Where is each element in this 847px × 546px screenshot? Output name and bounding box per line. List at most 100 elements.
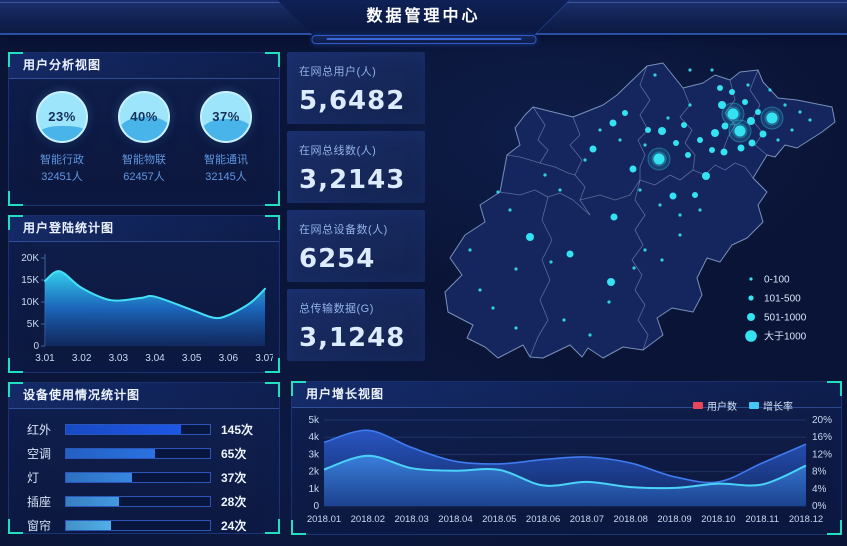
map-legend-label: 0-100 xyxy=(764,275,790,286)
map-legend-label: 501-1000 xyxy=(764,313,807,324)
device-bar-row: 窗帘 24次 xyxy=(27,518,263,533)
legend-item-增长率[interactable]: 增长率 xyxy=(749,398,793,413)
legend-swatch xyxy=(749,402,759,409)
map-dot-small xyxy=(618,138,622,142)
login-x-tick: 3.02 xyxy=(72,353,92,364)
gauge-count: 32451人 xyxy=(41,170,83,183)
corner-bracket xyxy=(291,520,306,535)
corner-bracket xyxy=(8,215,23,230)
corner-bracket xyxy=(8,519,23,534)
panel-title-user-analysis: 用户分析视图 xyxy=(9,53,279,79)
growth-area xyxy=(324,455,806,506)
region-bubble-map: 0-100 101-500 501-1000 大于1000 xyxy=(444,62,836,359)
map-legend-dot xyxy=(748,295,754,301)
gauge-percent-label: 37% xyxy=(212,109,240,125)
growth-right-tick: 4% xyxy=(812,484,827,495)
map-legend: 0-100 101-500 501-1000 大于1000 xyxy=(745,275,807,343)
gauge-row: 23% 智能行政 32451人 40% 智能物联 62457人 37% 智能通讯 32145人 xyxy=(9,79,279,185)
map-dot-small xyxy=(688,103,692,107)
liquid-wave xyxy=(120,117,168,141)
growth-x-tick: 2018.01 xyxy=(307,514,341,525)
legend-label: 增长率 xyxy=(763,402,793,413)
growth-right-tick: 20% xyxy=(812,415,832,426)
map-dot-medium xyxy=(717,85,723,91)
growth-left-tick: 3k xyxy=(308,449,320,460)
map-dot-small xyxy=(643,248,647,252)
map-dot-small xyxy=(638,188,642,192)
map-dot-medium xyxy=(669,192,677,200)
growth-left-tick: 4k xyxy=(308,432,320,443)
stat-label: 在网总设备数(人) xyxy=(299,224,388,236)
device-bar-list: 红外 145次 空调 65次灯 37次 插座 28次 窗帘 24次 xyxy=(9,409,279,533)
map-legend-label: 大于1000 xyxy=(764,330,807,343)
growth-left-tick: 0 xyxy=(313,501,319,512)
stat-label: 在网总线数(人) xyxy=(299,145,377,157)
gauge-name: 智能行政 xyxy=(40,154,84,166)
growth-x-tick: 2018.09 xyxy=(657,514,691,525)
login-x-tick: 3.04 xyxy=(145,353,165,364)
map-legend-dot xyxy=(745,330,757,342)
stat-card: 在网总设备数(人) 6254 xyxy=(287,210,425,282)
map-dot-medium xyxy=(609,119,617,127)
map-dot-large xyxy=(727,108,739,120)
device-usage-count: 65次 xyxy=(221,447,247,461)
map-dot-medium xyxy=(747,117,755,125)
map-dot-medium xyxy=(702,172,710,180)
map-dot-small xyxy=(598,128,602,132)
login-line xyxy=(44,270,266,320)
corner-bracket xyxy=(265,382,280,397)
device-bar-row: 灯 37次 xyxy=(27,470,263,485)
device-bar-row: 空调 65次 xyxy=(27,446,263,461)
panel-user-growth: 用户增长视图 用户数 增长率 0 1k 2k 3k 4k 5k 0% 4% 8% 12% 16% 20%… xyxy=(291,381,842,535)
corner-bracket xyxy=(8,191,23,206)
map-dot-medium xyxy=(607,278,615,286)
corner-bracket xyxy=(827,520,842,535)
stat-value: 5,6482 xyxy=(299,86,406,116)
growth-combo-chart: 0 1k 2k 3k 4k 5k 0% 4% 8% 12% 16% 20% 2018.01 2018.02… xyxy=(307,415,832,525)
legend-item-用户数[interactable]: 用户数 xyxy=(693,398,737,413)
map-dot-small xyxy=(543,173,547,177)
map-dot-medium xyxy=(759,130,767,138)
gauge-percent-label: 40% xyxy=(130,109,158,125)
stat-card: 总传输数据(G) 3,1248 xyxy=(287,289,425,361)
map-dot-small xyxy=(678,233,682,237)
map-dot-medium xyxy=(673,140,679,146)
gauge-percent-label: 23% xyxy=(48,109,76,125)
growth-x-tick: 2018.02 xyxy=(351,514,385,525)
login-area xyxy=(45,271,265,346)
map-dot-medium xyxy=(720,148,728,156)
legend-label: 用户数 xyxy=(707,402,737,413)
map-dot-small xyxy=(808,118,812,122)
map-dot-small xyxy=(790,128,794,132)
header-ornament xyxy=(311,35,536,44)
device-bar-track xyxy=(65,496,211,507)
map-dot-small xyxy=(549,260,553,264)
login-y-tick: 10K xyxy=(21,297,39,308)
growth-right-tick: 16% xyxy=(812,432,832,443)
map-dot-small xyxy=(768,88,772,92)
growth-x-tick: 2018.12 xyxy=(789,514,823,525)
stat-card: 在网总线数(人) 3,2143 xyxy=(287,131,425,203)
map-dot-medium xyxy=(566,250,574,258)
device-bar-track xyxy=(65,520,211,531)
map-dot-small xyxy=(607,300,611,304)
device-bar-track xyxy=(65,448,211,459)
device-name: 灯 xyxy=(27,471,40,485)
map-dot-small xyxy=(643,143,647,147)
growth-x-tick: 2018.10 xyxy=(701,514,735,525)
map-legend-dot xyxy=(747,313,755,321)
map-dot-small xyxy=(562,318,566,322)
growth-line xyxy=(323,454,807,490)
map-dot-medium xyxy=(755,109,761,115)
map-dot-medium xyxy=(709,147,715,153)
map-dot-small xyxy=(583,158,587,162)
gauge-label: 智能通讯 32145人 xyxy=(187,152,265,185)
map-dot-medium xyxy=(737,144,745,152)
device-bar-track xyxy=(65,472,211,483)
liquid-gauge-circle: 40% xyxy=(118,91,170,143)
map-dot-medium xyxy=(645,127,651,133)
map-dot-small xyxy=(478,288,482,292)
stat-value: 3,2143 xyxy=(299,165,406,195)
gauge-name: 智能物联 xyxy=(122,154,166,166)
corner-bracket xyxy=(8,358,23,373)
